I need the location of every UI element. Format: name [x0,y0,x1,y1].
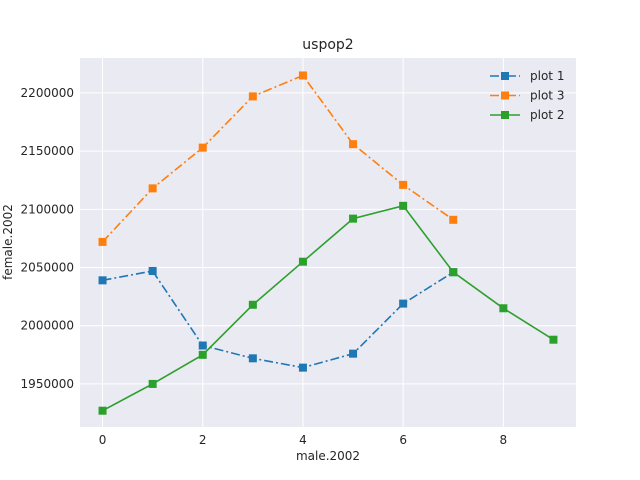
data-point-marker [399,180,408,189]
data-point-marker [198,350,207,359]
x-tick-labels: 0 2 4 6 8 [99,433,507,447]
legend-marker [501,111,509,119]
y-tick-labels: 1950000 2000000 2050000 2100000 2150000 22000… [21,86,74,391]
data-point-marker [248,92,257,101]
series-line-3 [102,204,554,412]
y-tick-label: 2000000 [21,319,74,333]
x-tick-label: 0 [99,433,107,447]
legend-marker [501,91,509,100]
x-tick-label: 6 [399,433,407,447]
data-point-marker [148,184,157,193]
grid-lines [80,58,576,427]
chart-title: uspop2 [302,37,353,53]
legend-label: plot 2 [530,108,564,122]
data-point-marker [399,201,408,210]
data-point-marker [349,214,358,223]
plot-area [80,58,576,427]
data-point-marker [349,349,358,358]
data-point-marker [449,268,458,277]
y-tick-label: 2150000 [21,144,74,158]
y-tick-label: 1950000 [21,377,74,391]
data-point-marker [148,379,157,388]
data-point-marker [198,341,207,350]
data-point-marker [298,71,307,80]
data-point-marker [549,335,558,344]
data-point-marker [98,406,107,415]
data-point-marker [298,257,307,266]
x-tick-label: 4 [299,433,307,447]
series-line-1 [102,270,454,369]
data-point-marker [298,363,307,372]
legend-marker [501,72,509,80]
y-tick-label: 2200000 [21,86,74,100]
data-point-marker [248,354,257,363]
data-point-marker [399,299,408,308]
data-point-marker [349,140,358,149]
data-point-marker [98,276,107,285]
data-point-marker [499,304,508,313]
y-tick-label: 2100000 [21,202,74,216]
legend-label: plot 3 [530,89,564,103]
y-axis-label: female.2002 [1,204,15,280]
x-tick-label: 2 [199,433,207,447]
legend: plot 1 plot 3 plot 2 [490,69,564,122]
series-group [98,71,558,415]
data-point-marker [148,267,157,276]
x-axis-label: male.2002 [296,449,360,463]
data-point-marker [98,237,107,246]
data-point-marker [449,215,458,224]
y-tick-label: 2050000 [21,261,74,275]
legend-label: plot 1 [530,69,564,83]
x-tick-label: 8 [500,433,508,447]
data-point-marker [248,300,257,309]
data-point-marker [198,143,207,152]
